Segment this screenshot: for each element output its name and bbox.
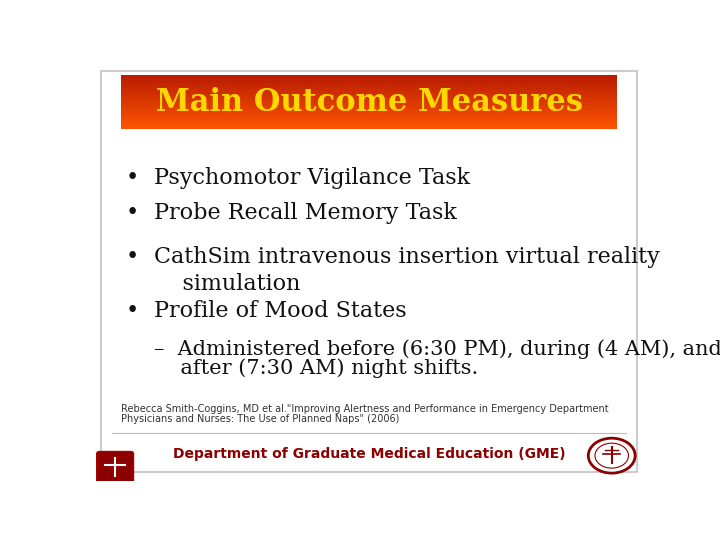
FancyBboxPatch shape [121, 90, 617, 91]
Text: after (7:30 AM) night shifts.: after (7:30 AM) night shifts. [154, 358, 478, 377]
FancyBboxPatch shape [121, 76, 617, 78]
Text: Department of Graduate Medical Education (GME): Department of Graduate Medical Education… [173, 447, 565, 461]
Text: •: • [125, 202, 138, 224]
FancyBboxPatch shape [96, 451, 133, 483]
FancyBboxPatch shape [121, 92, 617, 94]
FancyBboxPatch shape [121, 83, 617, 85]
FancyBboxPatch shape [121, 110, 617, 112]
FancyBboxPatch shape [121, 89, 617, 90]
FancyBboxPatch shape [121, 119, 617, 121]
Text: Psychomotor Vigilance Task: Psychomotor Vigilance Task [154, 167, 470, 188]
Text: Rebecca Smith-Coggins, MD et al."Improving Alertness and Performance in Emergenc: Rebecca Smith-Coggins, MD et al."Improvi… [121, 404, 608, 414]
FancyBboxPatch shape [121, 95, 617, 97]
FancyBboxPatch shape [121, 105, 617, 106]
FancyBboxPatch shape [121, 77, 617, 79]
FancyBboxPatch shape [121, 111, 617, 113]
FancyBboxPatch shape [121, 118, 617, 120]
FancyBboxPatch shape [101, 71, 637, 472]
FancyBboxPatch shape [121, 122, 617, 124]
FancyBboxPatch shape [121, 127, 617, 129]
Text: Profile of Mood States: Profile of Mood States [154, 300, 407, 322]
Text: Probe Recall Memory Task: Probe Recall Memory Task [154, 202, 457, 224]
Text: CathSim intravenous insertion virtual reality
    simulation: CathSim intravenous insertion virtual re… [154, 246, 660, 295]
Text: •: • [125, 300, 138, 322]
FancyBboxPatch shape [121, 99, 617, 101]
FancyBboxPatch shape [121, 116, 617, 117]
FancyBboxPatch shape [121, 113, 617, 114]
FancyBboxPatch shape [121, 124, 617, 125]
FancyBboxPatch shape [121, 102, 617, 104]
FancyBboxPatch shape [121, 87, 617, 89]
FancyBboxPatch shape [121, 75, 617, 77]
Text: •: • [125, 167, 138, 188]
FancyBboxPatch shape [121, 106, 617, 107]
FancyBboxPatch shape [121, 103, 617, 105]
Circle shape [588, 438, 635, 473]
FancyBboxPatch shape [121, 94, 617, 96]
Text: Physicians and Nurses: The Use of Planned Naps" (2006): Physicians and Nurses: The Use of Planne… [121, 414, 399, 424]
Text: •: • [125, 246, 138, 268]
FancyBboxPatch shape [121, 82, 617, 83]
Text: Main Outcome Measures: Main Outcome Measures [156, 87, 582, 118]
FancyBboxPatch shape [121, 125, 617, 126]
FancyBboxPatch shape [121, 80, 617, 82]
Text: –  Administered before (6:30 PM), during (4 AM), and: – Administered before (6:30 PM), during … [154, 339, 720, 359]
FancyBboxPatch shape [121, 91, 617, 93]
FancyBboxPatch shape [121, 107, 617, 109]
FancyBboxPatch shape [121, 121, 617, 123]
FancyBboxPatch shape [121, 98, 617, 99]
FancyBboxPatch shape [121, 84, 617, 86]
FancyBboxPatch shape [121, 79, 617, 80]
FancyBboxPatch shape [121, 97, 617, 98]
FancyBboxPatch shape [121, 126, 617, 128]
FancyBboxPatch shape [121, 85, 617, 87]
FancyBboxPatch shape [121, 117, 617, 118]
FancyBboxPatch shape [121, 114, 617, 116]
FancyBboxPatch shape [121, 100, 617, 102]
FancyBboxPatch shape [121, 109, 617, 110]
